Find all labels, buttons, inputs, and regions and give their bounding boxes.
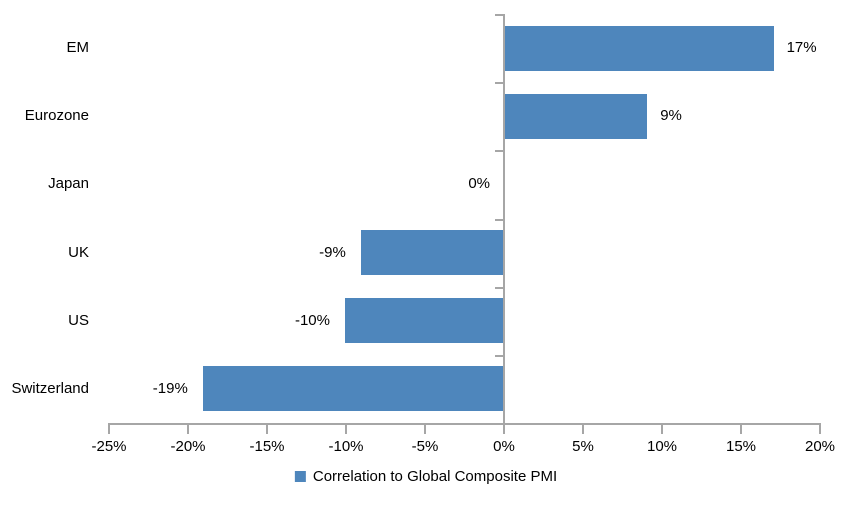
x-axis-tick: [661, 423, 663, 434]
x-axis-tick: [424, 423, 426, 434]
x-axis-tick: [819, 423, 821, 434]
y-axis-line: [503, 14, 505, 434]
x-axis-tick-label: -10%: [328, 438, 364, 455]
x-axis-tick: [503, 423, 505, 434]
x-axis-line: [108, 423, 821, 425]
x-axis-tick: [266, 423, 268, 434]
bar-switzerland: [202, 366, 503, 412]
y-axis-tick: [495, 286, 503, 289]
x-axis-tick-label: -15%: [249, 438, 285, 455]
legend-label: Correlation to Global Composite PMI: [312, 468, 558, 485]
y-axis-tick: [495, 150, 503, 153]
x-axis-tick-label: 10%: [646, 438, 678, 455]
bar-em: [505, 25, 774, 71]
x-axis-tick-label: -25%: [91, 438, 127, 455]
value-label-japan: 0%: [468, 175, 490, 193]
bar-eurozone: [505, 93, 648, 139]
y-axis-tick: [495, 218, 503, 221]
x-axis-tick-label: 15%: [725, 438, 757, 455]
x-axis-tick-label: -5%: [411, 438, 439, 455]
x-axis-tick-label: 5%: [572, 438, 594, 455]
category-label-japan: Japan: [48, 175, 89, 193]
bar-uk: [360, 230, 503, 276]
value-label-uk: -9%: [319, 243, 346, 261]
category-label-em: EM: [66, 39, 90, 57]
value-label-us: -10%: [294, 311, 330, 329]
x-axis-tick-label: -20%: [170, 438, 206, 455]
y-axis-tick: [495, 354, 503, 357]
category-label-us: US: [68, 311, 89, 329]
y-axis-tick: [495, 14, 503, 16]
category-label-eurozone: Eurozone: [24, 107, 89, 125]
x-axis-tick: [345, 423, 347, 434]
legend-swatch-icon: [294, 471, 306, 482]
y-axis-tick: [495, 82, 503, 85]
value-label-switzerland: -19%: [152, 379, 188, 397]
x-axis-tick: [108, 423, 110, 434]
x-axis-tick-label: 0%: [493, 438, 515, 455]
bar-us: [345, 298, 503, 344]
x-axis-tick: [582, 423, 584, 434]
x-axis-tick-label: 20%: [804, 438, 836, 455]
value-label-eurozone: 9%: [660, 107, 682, 125]
category-label-switzerland: Switzerland: [11, 379, 89, 397]
x-axis-tick: [740, 423, 742, 434]
value-label-em: 17%: [786, 39, 817, 57]
category-label-uk: UK: [68, 243, 89, 261]
legend: Correlation to Global Composite PMI: [294, 468, 558, 485]
y-axis-tick: [495, 423, 503, 425]
x-axis-tick: [187, 423, 189, 434]
